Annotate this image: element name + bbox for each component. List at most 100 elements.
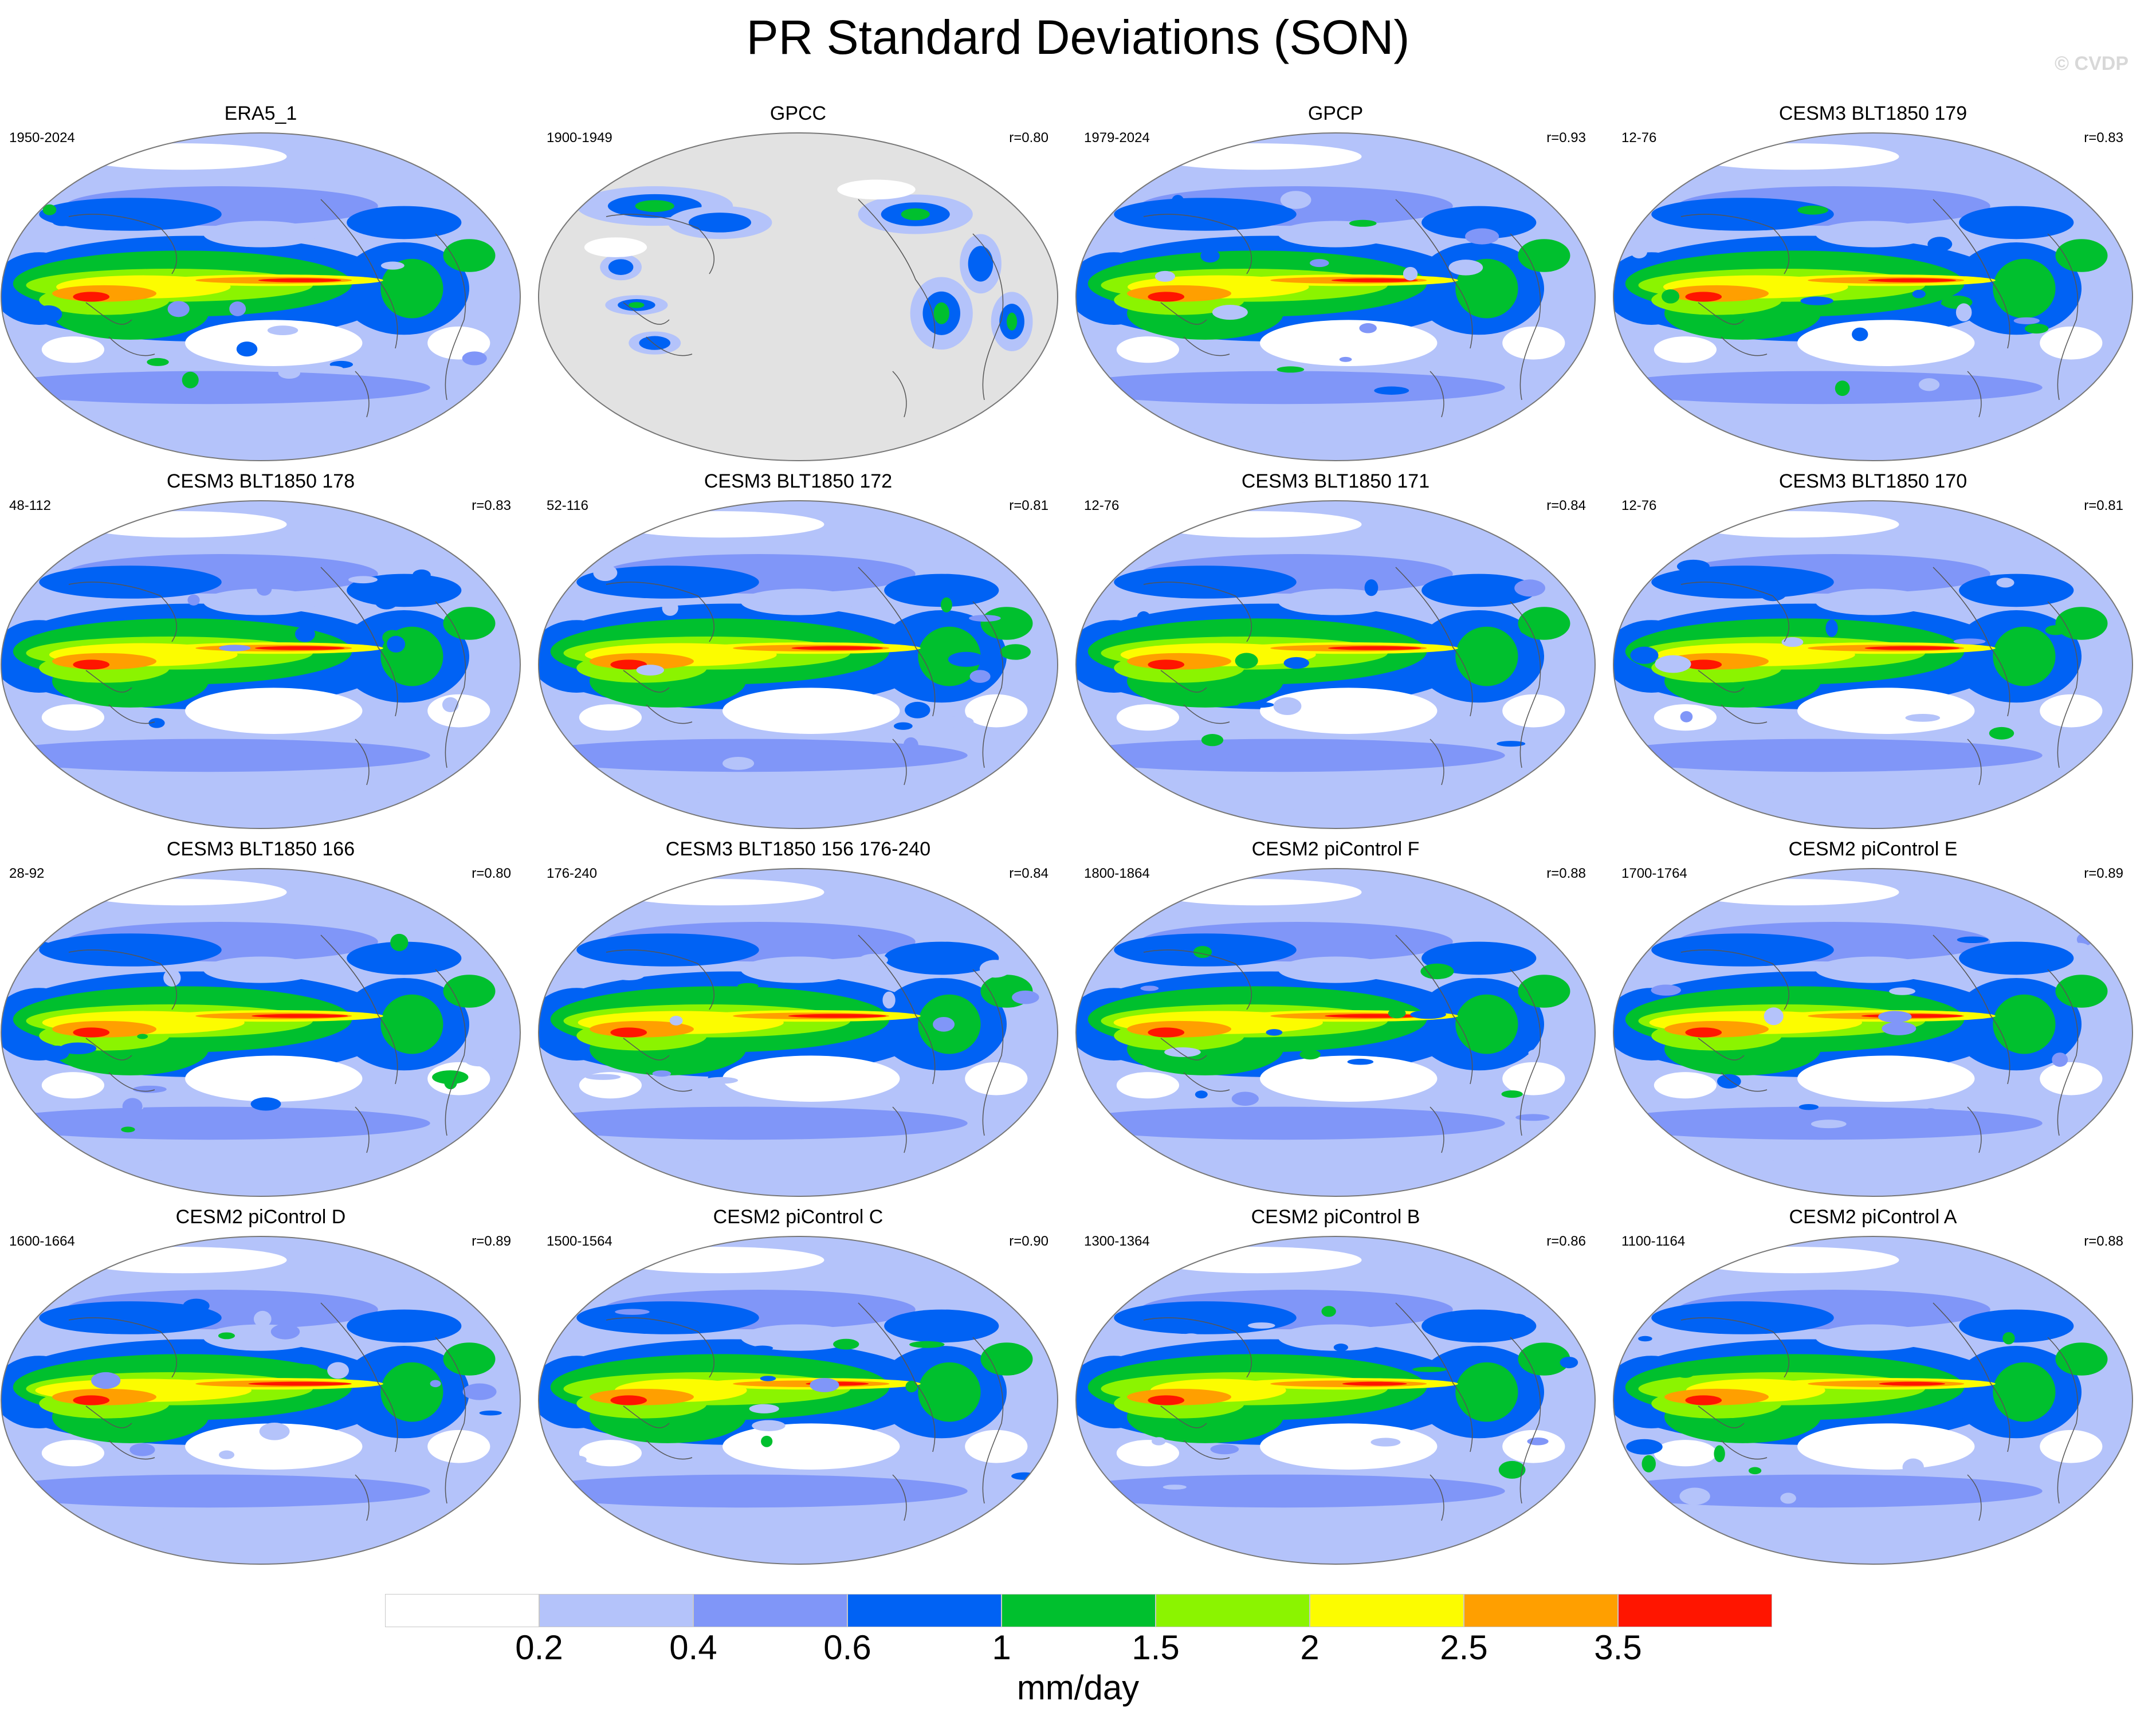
map-field (1613, 133, 2133, 461)
map-field (1, 869, 520, 1196)
map-panel: CESM2 piControl B 1300-1364 r=0.86 (1075, 1204, 1596, 1566)
map-field (1613, 1236, 2133, 1564)
panel-years: 1979-2024 (1084, 130, 1150, 146)
colorbar-swatch (539, 1594, 693, 1627)
map-panel: CESM2 piControl C 1500-1564 r=0.90 (537, 1204, 1059, 1566)
panel-correlation: r=0.89 (2084, 866, 2123, 881)
map-field (1, 501, 520, 828)
map-field (539, 869, 1058, 1196)
panel-years: 1700-1764 (1621, 866, 1687, 881)
map-outline (1613, 1236, 2133, 1565)
colorbar (385, 1594, 1772, 1627)
panel-title: CESM3 BLT1850 179 (1778, 103, 1968, 124)
panel-correlation: r=0.83 (2084, 130, 2123, 146)
colorbar-tick-label: 1 (992, 1628, 1011, 1667)
panel-years: 48-112 (9, 498, 51, 513)
panel-years: 1300-1364 (1084, 1234, 1150, 1249)
precip-std-map (1, 868, 521, 1197)
panel-correlation: r=0.84 (1546, 498, 1586, 513)
map-panel: ERA5_1 1950-2024 (0, 101, 521, 463)
panel-title: CESM3 BLT1850 166 (166, 838, 355, 860)
panel-years: 28-92 (9, 866, 45, 881)
map-outline (1, 500, 521, 829)
precip-std-map (1613, 500, 2133, 829)
map-field (539, 1236, 1058, 1564)
panel-correlation: r=0.84 (1009, 866, 1048, 881)
colorbar-swatch (1156, 1594, 1310, 1627)
panel-correlation: r=0.90 (1009, 1234, 1048, 1249)
map-outline (1613, 868, 2133, 1197)
colorbar-units: mm/day (1016, 1668, 1140, 1707)
colorbar-tick-label: 0.2 (515, 1628, 563, 1667)
map-outline (1, 1236, 521, 1565)
panel-title: GPCC (769, 103, 827, 124)
panel-years: 1800-1864 (1084, 866, 1150, 881)
map-field (1076, 133, 1595, 461)
map-field (1076, 501, 1595, 828)
panel-correlation: r=0.86 (1546, 1234, 1586, 1249)
precip-std-map (1, 1236, 521, 1565)
map-panel: CESM3 BLT1850 156 176-240 176-240 r=0.84 (537, 837, 1059, 1199)
panel-title: CESM2 piControl A (1789, 1206, 1957, 1228)
precip-std-map (538, 868, 1058, 1197)
colorbar-tick-label: 3.5 (1594, 1628, 1642, 1667)
panel-title: CESM2 piControl C (713, 1206, 883, 1228)
map-panel: CESM2 piControl D 1600-1664 r=0.89 (0, 1204, 521, 1566)
map-field (1076, 869, 1595, 1196)
colorbar-swatch (1002, 1594, 1156, 1627)
precip-std-map (1075, 1236, 1596, 1565)
panel-years: 12-76 (1621, 498, 1657, 513)
map-panel: CESM3 BLT1850 178 48-112 r=0.83 (0, 469, 521, 831)
precip-std-map (1075, 500, 1596, 829)
map-outline (1, 132, 521, 461)
panel-years: 1950-2024 (9, 130, 75, 146)
map-field (539, 501, 1058, 828)
colorbar-tick-label: 2.5 (1440, 1628, 1488, 1667)
precip-std-map (1613, 868, 2133, 1197)
map-panel: GPCP 1979-2024 r=0.93 (1075, 101, 1596, 463)
map-outline (1613, 500, 2133, 829)
map-field (1613, 501, 2133, 828)
map-outline (1075, 132, 1596, 461)
panel-years: 1600-1664 (9, 1234, 75, 1249)
panel-correlation: r=0.80 (472, 866, 511, 881)
map-outline (1075, 868, 1596, 1197)
panel-title: CESM3 BLT1850 156 176-240 (665, 838, 931, 860)
map-panel: CESM3 BLT1850 172 52-116 r=0.81 (537, 469, 1059, 831)
map-panel: CESM2 piControl A 1100-1164 r=0.88 (1612, 1204, 2134, 1566)
panel-years: 52-116 (547, 498, 588, 513)
precip-std-map (1075, 868, 1596, 1197)
panel-title: CESM3 BLT1850 172 (704, 470, 893, 492)
map-field (1613, 869, 2133, 1196)
colorbar-swatch (1310, 1594, 1464, 1627)
panel-years: 1100-1164 (1621, 1234, 1686, 1249)
precip-std-map (1, 500, 521, 829)
precip-std-map (1613, 132, 2133, 461)
precip-std-map (1075, 132, 1596, 461)
colorbar-tick-label: 2 (1300, 1628, 1319, 1667)
panel-correlation: r=0.81 (2084, 498, 2123, 513)
panel-title: CESM3 BLT1850 171 (1241, 470, 1430, 492)
map-panel: GPCC 1900-1949 r=0.80 (537, 101, 1059, 463)
panel-correlation: r=0.93 (1546, 130, 1586, 146)
panel-correlation: r=0.89 (472, 1234, 511, 1249)
panel-title: CESM2 piControl D (175, 1206, 346, 1228)
panel-title: CESM2 piControl B (1251, 1206, 1420, 1228)
map-outline (1075, 1236, 1596, 1565)
panel-title: CESM2 piControl F (1251, 838, 1420, 860)
map-outline (538, 500, 1058, 829)
precip-std-map (538, 500, 1058, 829)
panel-title: CESM2 piControl E (1788, 838, 1958, 860)
colorbar-swatch (693, 1594, 847, 1627)
map-panel: CESM3 BLT1850 170 12-76 r=0.81 (1612, 469, 2134, 831)
panel-years: 176-240 (547, 866, 598, 881)
map-panel: CESM3 BLT1850 166 28-92 r=0.80 (0, 837, 521, 1199)
map-field (1, 133, 520, 461)
panel-title: GPCP (1307, 103, 1364, 124)
map-panel: CESM2 piControl F 1800-1864 r=0.88 (1075, 837, 1596, 1199)
map-field (1, 1236, 520, 1564)
panel-correlation: r=0.88 (1546, 866, 1586, 881)
figure-title: PR Standard Deviations (SON) (746, 10, 1410, 64)
map-panel: CESM3 BLT1850 171 12-76 r=0.84 (1075, 469, 1596, 831)
colorbar-swatch (385, 1594, 539, 1627)
